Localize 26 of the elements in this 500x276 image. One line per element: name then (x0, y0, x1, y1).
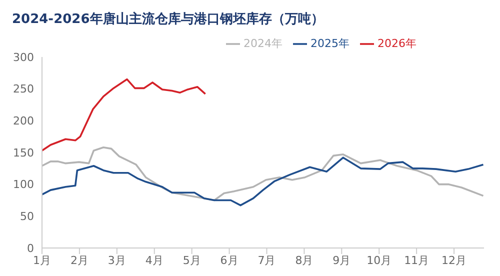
y-tick-label: 250 (13, 82, 34, 96)
y-tick-label: 50 (20, 210, 34, 224)
x-tick-label: 3月 (108, 254, 126, 267)
y-tick-label: 100 (13, 178, 34, 192)
x-tick-label: 11月 (404, 254, 430, 267)
x-tick-label: 9月 (332, 254, 351, 267)
x-tick-label: 1月 (33, 254, 51, 267)
x-tick-label: 7月 (258, 254, 276, 267)
line-series (42, 156, 484, 206)
x-tick-label: 2月 (70, 254, 88, 267)
y-tick-label: 0 (27, 242, 34, 255)
legend-label: 2024年 (244, 37, 282, 50)
line-series (42, 78, 206, 152)
x-tick-label: 8月 (295, 254, 314, 267)
y-tick-label: 300 (13, 50, 34, 64)
y-tick-label: 200 (13, 114, 34, 128)
legend-label: 2026年 (378, 37, 416, 50)
line-series (42, 146, 484, 202)
x-tick-label: 5月 (182, 254, 201, 267)
x-tick-label: 10月 (366, 254, 392, 267)
x-tick-label: 4月 (145, 254, 164, 267)
y-tick-label: 150 (13, 146, 34, 160)
legend-label: 2025年 (310, 37, 350, 50)
x-tick-label: 6月 (220, 254, 238, 267)
x-tick-label: 12月 (442, 254, 467, 267)
chart-title: 2024-2026年唐山主流仓库与港口钢坯库存（万吨） (11, 10, 325, 29)
